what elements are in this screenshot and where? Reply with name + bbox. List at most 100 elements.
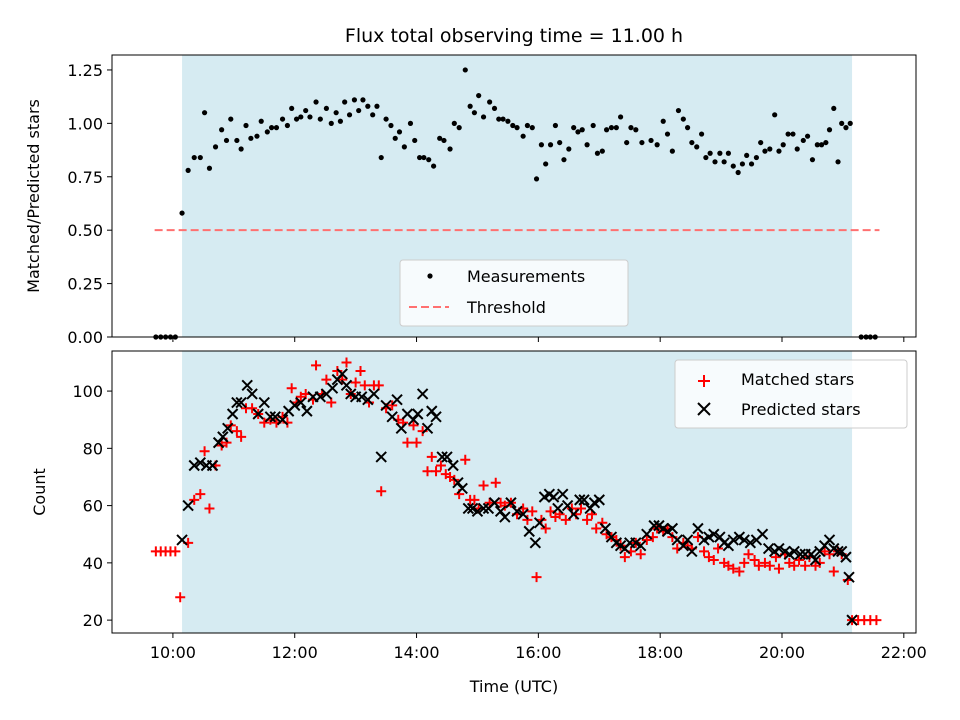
data-point: [197, 154, 203, 161]
y-tick-label: 1.00: [67, 114, 103, 133]
data-point: [753, 560, 764, 571]
data-point: [430, 411, 442, 423]
data-point: [431, 466, 442, 477]
data-point: [471, 505, 484, 518]
data-point: [206, 165, 213, 171]
data-point: [499, 511, 511, 523]
data-point: [708, 528, 720, 540]
x-tick-label: 18:00: [637, 643, 683, 662]
data-point: [828, 566, 839, 577]
data-point: [617, 114, 624, 120]
data-point: [840, 551, 852, 563]
y-axis-label: Count: [30, 468, 49, 516]
y-tick-label: 0.00: [67, 328, 103, 347]
data-point: [703, 154, 709, 161]
data-point: [303, 107, 309, 114]
data-point: [505, 118, 511, 124]
data-point: [462, 502, 475, 515]
data-point: [231, 426, 242, 437]
data-point: [289, 399, 301, 412]
data-point: [727, 534, 739, 546]
data-point: [201, 110, 208, 116]
data-point: [684, 125, 691, 131]
data-point: [217, 431, 229, 443]
data-point: [794, 146, 800, 152]
data-point: [234, 137, 240, 144]
axes-frame: [111, 350, 917, 634]
data-point: [520, 133, 526, 139]
data-point: [576, 503, 586, 514]
data-point: [323, 105, 329, 112]
data-point: [269, 411, 281, 423]
y-axis-label: Matched/Predicted stars: [24, 99, 43, 293]
data-point: [333, 110, 339, 116]
data-point: [533, 517, 546, 529]
data-point: [436, 451, 448, 463]
data-point: [805, 548, 817, 560]
data-point: [738, 534, 750, 546]
data-point: [730, 163, 736, 169]
data-point: [421, 422, 434, 435]
data-point: [386, 411, 398, 423]
data-point: [831, 105, 837, 112]
data-point: [460, 454, 471, 465]
data-point: [431, 163, 437, 169]
data-point: [313, 99, 319, 105]
data-point: [373, 380, 384, 391]
data-point: [311, 360, 322, 371]
data-point: [408, 420, 419, 431]
data-point: [748, 161, 755, 167]
chart-title: Flux total observing time = 11.00 h: [345, 25, 683, 47]
data-point: [633, 127, 639, 133]
data-point: [451, 120, 457, 126]
data-point: [426, 451, 437, 462]
data-point: [788, 545, 800, 558]
data-point: [264, 129, 270, 135]
data-point: [686, 545, 698, 558]
data-point: [561, 157, 567, 163]
data-point: [494, 505, 507, 518]
data-point: [660, 118, 666, 124]
data-point: [462, 67, 468, 73]
data-point: [396, 129, 403, 135]
data-point: [648, 137, 654, 144]
data-point: [680, 116, 686, 122]
data-point: [639, 139, 645, 146]
data-point: [721, 159, 727, 165]
data-point: [540, 523, 551, 534]
data-point: [694, 144, 700, 150]
legend-marker-matched: [698, 375, 710, 387]
data-point: [762, 148, 768, 154]
data-point: [847, 120, 853, 126]
data-point: [531, 572, 542, 583]
data-point: [725, 150, 732, 156]
data-point: [517, 508, 529, 520]
data-point: [170, 546, 181, 557]
data-point: [635, 549, 646, 560]
data-point: [575, 129, 581, 135]
data-point: [402, 437, 413, 448]
legend-label: Measurements: [467, 267, 585, 286]
data-point: [374, 103, 380, 109]
data-point: [529, 125, 535, 131]
data-point: [514, 125, 520, 131]
data-point: [337, 374, 348, 385]
data-point: [212, 144, 219, 150]
data-point: [739, 557, 750, 568]
data-point: [871, 615, 882, 626]
data-point: [714, 531, 726, 543]
data-point: [412, 137, 418, 144]
data-point: [603, 127, 610, 133]
data-point: [712, 159, 718, 165]
data-point: [387, 400, 398, 411]
data-point: [395, 422, 408, 435]
data-point: [435, 460, 446, 471]
data-point: [356, 107, 362, 114]
data-point: [236, 431, 247, 442]
data-point: [478, 480, 489, 491]
data-point: [785, 131, 791, 137]
data-point: [326, 397, 337, 408]
data-point: [608, 125, 615, 131]
data-point: [510, 122, 516, 129]
